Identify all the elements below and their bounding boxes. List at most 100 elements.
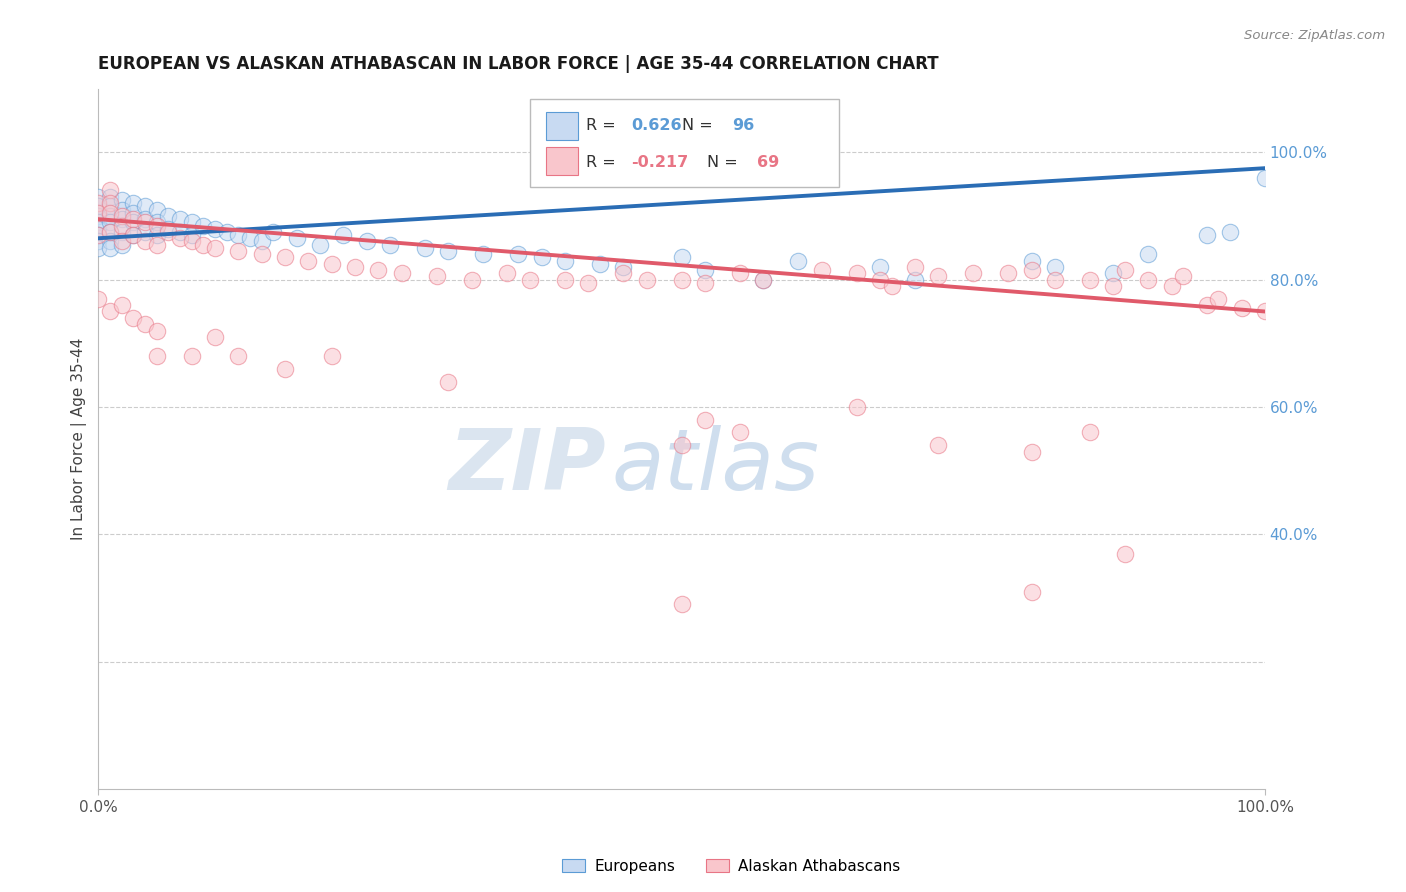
Point bbox=[111, 298, 134, 312]
Point bbox=[111, 235, 134, 249]
Point bbox=[1219, 225, 1241, 239]
Point bbox=[554, 273, 576, 287]
Point bbox=[204, 241, 226, 255]
Point bbox=[285, 231, 308, 245]
Point bbox=[1254, 170, 1277, 185]
Point bbox=[98, 241, 121, 255]
Point bbox=[180, 349, 202, 363]
Point bbox=[111, 193, 134, 207]
Point bbox=[169, 212, 191, 227]
Point bbox=[111, 225, 134, 239]
Point bbox=[87, 199, 110, 213]
Point bbox=[98, 235, 121, 249]
Point bbox=[274, 361, 297, 376]
Point bbox=[1195, 228, 1218, 243]
Point bbox=[145, 215, 167, 229]
Point bbox=[508, 247, 530, 261]
Point bbox=[728, 266, 751, 280]
FancyBboxPatch shape bbox=[547, 112, 578, 140]
Point bbox=[145, 237, 167, 252]
Point bbox=[1254, 304, 1277, 318]
Point bbox=[472, 247, 495, 261]
Point bbox=[111, 202, 134, 217]
Point bbox=[530, 251, 553, 265]
Text: R =: R = bbox=[586, 154, 621, 169]
Point bbox=[134, 225, 156, 239]
Point bbox=[98, 304, 121, 318]
Point bbox=[87, 292, 110, 306]
Text: R =: R = bbox=[586, 119, 621, 133]
Point bbox=[671, 273, 693, 287]
Point bbox=[589, 257, 612, 271]
Text: 96: 96 bbox=[731, 119, 754, 133]
Point bbox=[671, 251, 693, 265]
FancyBboxPatch shape bbox=[530, 99, 839, 186]
Text: 0.626: 0.626 bbox=[631, 119, 682, 133]
Point bbox=[157, 225, 180, 239]
Point bbox=[612, 266, 634, 280]
Point bbox=[1206, 292, 1229, 306]
Point bbox=[612, 260, 634, 274]
Point bbox=[98, 196, 121, 211]
Point bbox=[87, 221, 110, 235]
Y-axis label: In Labor Force | Age 35-44: In Labor Force | Age 35-44 bbox=[72, 338, 87, 540]
Point bbox=[367, 263, 389, 277]
Point bbox=[87, 215, 110, 229]
Point bbox=[228, 244, 250, 258]
Point bbox=[180, 228, 202, 243]
Point bbox=[98, 184, 121, 198]
Point bbox=[98, 225, 121, 239]
Point bbox=[845, 266, 868, 280]
Point bbox=[426, 269, 449, 284]
Point bbox=[495, 266, 517, 280]
Point bbox=[262, 225, 284, 239]
Point bbox=[321, 349, 343, 363]
Text: Source: ZipAtlas.com: Source: ZipAtlas.com bbox=[1244, 29, 1385, 42]
Point bbox=[671, 598, 693, 612]
Point bbox=[1137, 247, 1160, 261]
Point bbox=[519, 273, 541, 287]
Point bbox=[752, 273, 775, 287]
Point bbox=[98, 215, 121, 229]
Point bbox=[1021, 584, 1043, 599]
Point bbox=[204, 221, 226, 235]
Point bbox=[87, 190, 110, 204]
Point bbox=[122, 206, 145, 220]
Point bbox=[87, 235, 110, 249]
Point bbox=[145, 228, 167, 243]
Point bbox=[869, 260, 891, 274]
Point bbox=[215, 225, 238, 239]
Point bbox=[728, 425, 751, 440]
Point bbox=[250, 235, 273, 249]
Point bbox=[1043, 273, 1066, 287]
Point bbox=[1173, 269, 1195, 284]
Point bbox=[87, 228, 110, 243]
Point bbox=[554, 253, 576, 268]
Point bbox=[880, 279, 903, 293]
Point bbox=[309, 237, 332, 252]
Text: -0.217: -0.217 bbox=[631, 154, 689, 169]
Point bbox=[1021, 263, 1043, 277]
Point bbox=[1043, 260, 1066, 274]
Point bbox=[1195, 298, 1218, 312]
Point bbox=[134, 212, 156, 227]
Point bbox=[122, 212, 145, 227]
Point bbox=[576, 276, 599, 290]
Point bbox=[1230, 301, 1253, 316]
Point bbox=[810, 263, 832, 277]
Point bbox=[1137, 273, 1160, 287]
Point bbox=[332, 228, 354, 243]
Point bbox=[98, 206, 121, 220]
Point bbox=[250, 247, 273, 261]
Point bbox=[1021, 253, 1043, 268]
Point bbox=[356, 235, 378, 249]
Text: N =: N = bbox=[682, 119, 717, 133]
Point bbox=[962, 266, 984, 280]
Point bbox=[869, 273, 891, 287]
Point bbox=[193, 219, 215, 233]
Text: EUROPEAN VS ALASKAN ATHABASCAN IN LABOR FORCE | AGE 35-44 CORRELATION CHART: EUROPEAN VS ALASKAN ATHABASCAN IN LABOR … bbox=[98, 55, 939, 73]
Point bbox=[193, 237, 215, 252]
Point bbox=[297, 253, 319, 268]
Text: atlas: atlas bbox=[612, 425, 820, 508]
Point bbox=[145, 324, 167, 338]
